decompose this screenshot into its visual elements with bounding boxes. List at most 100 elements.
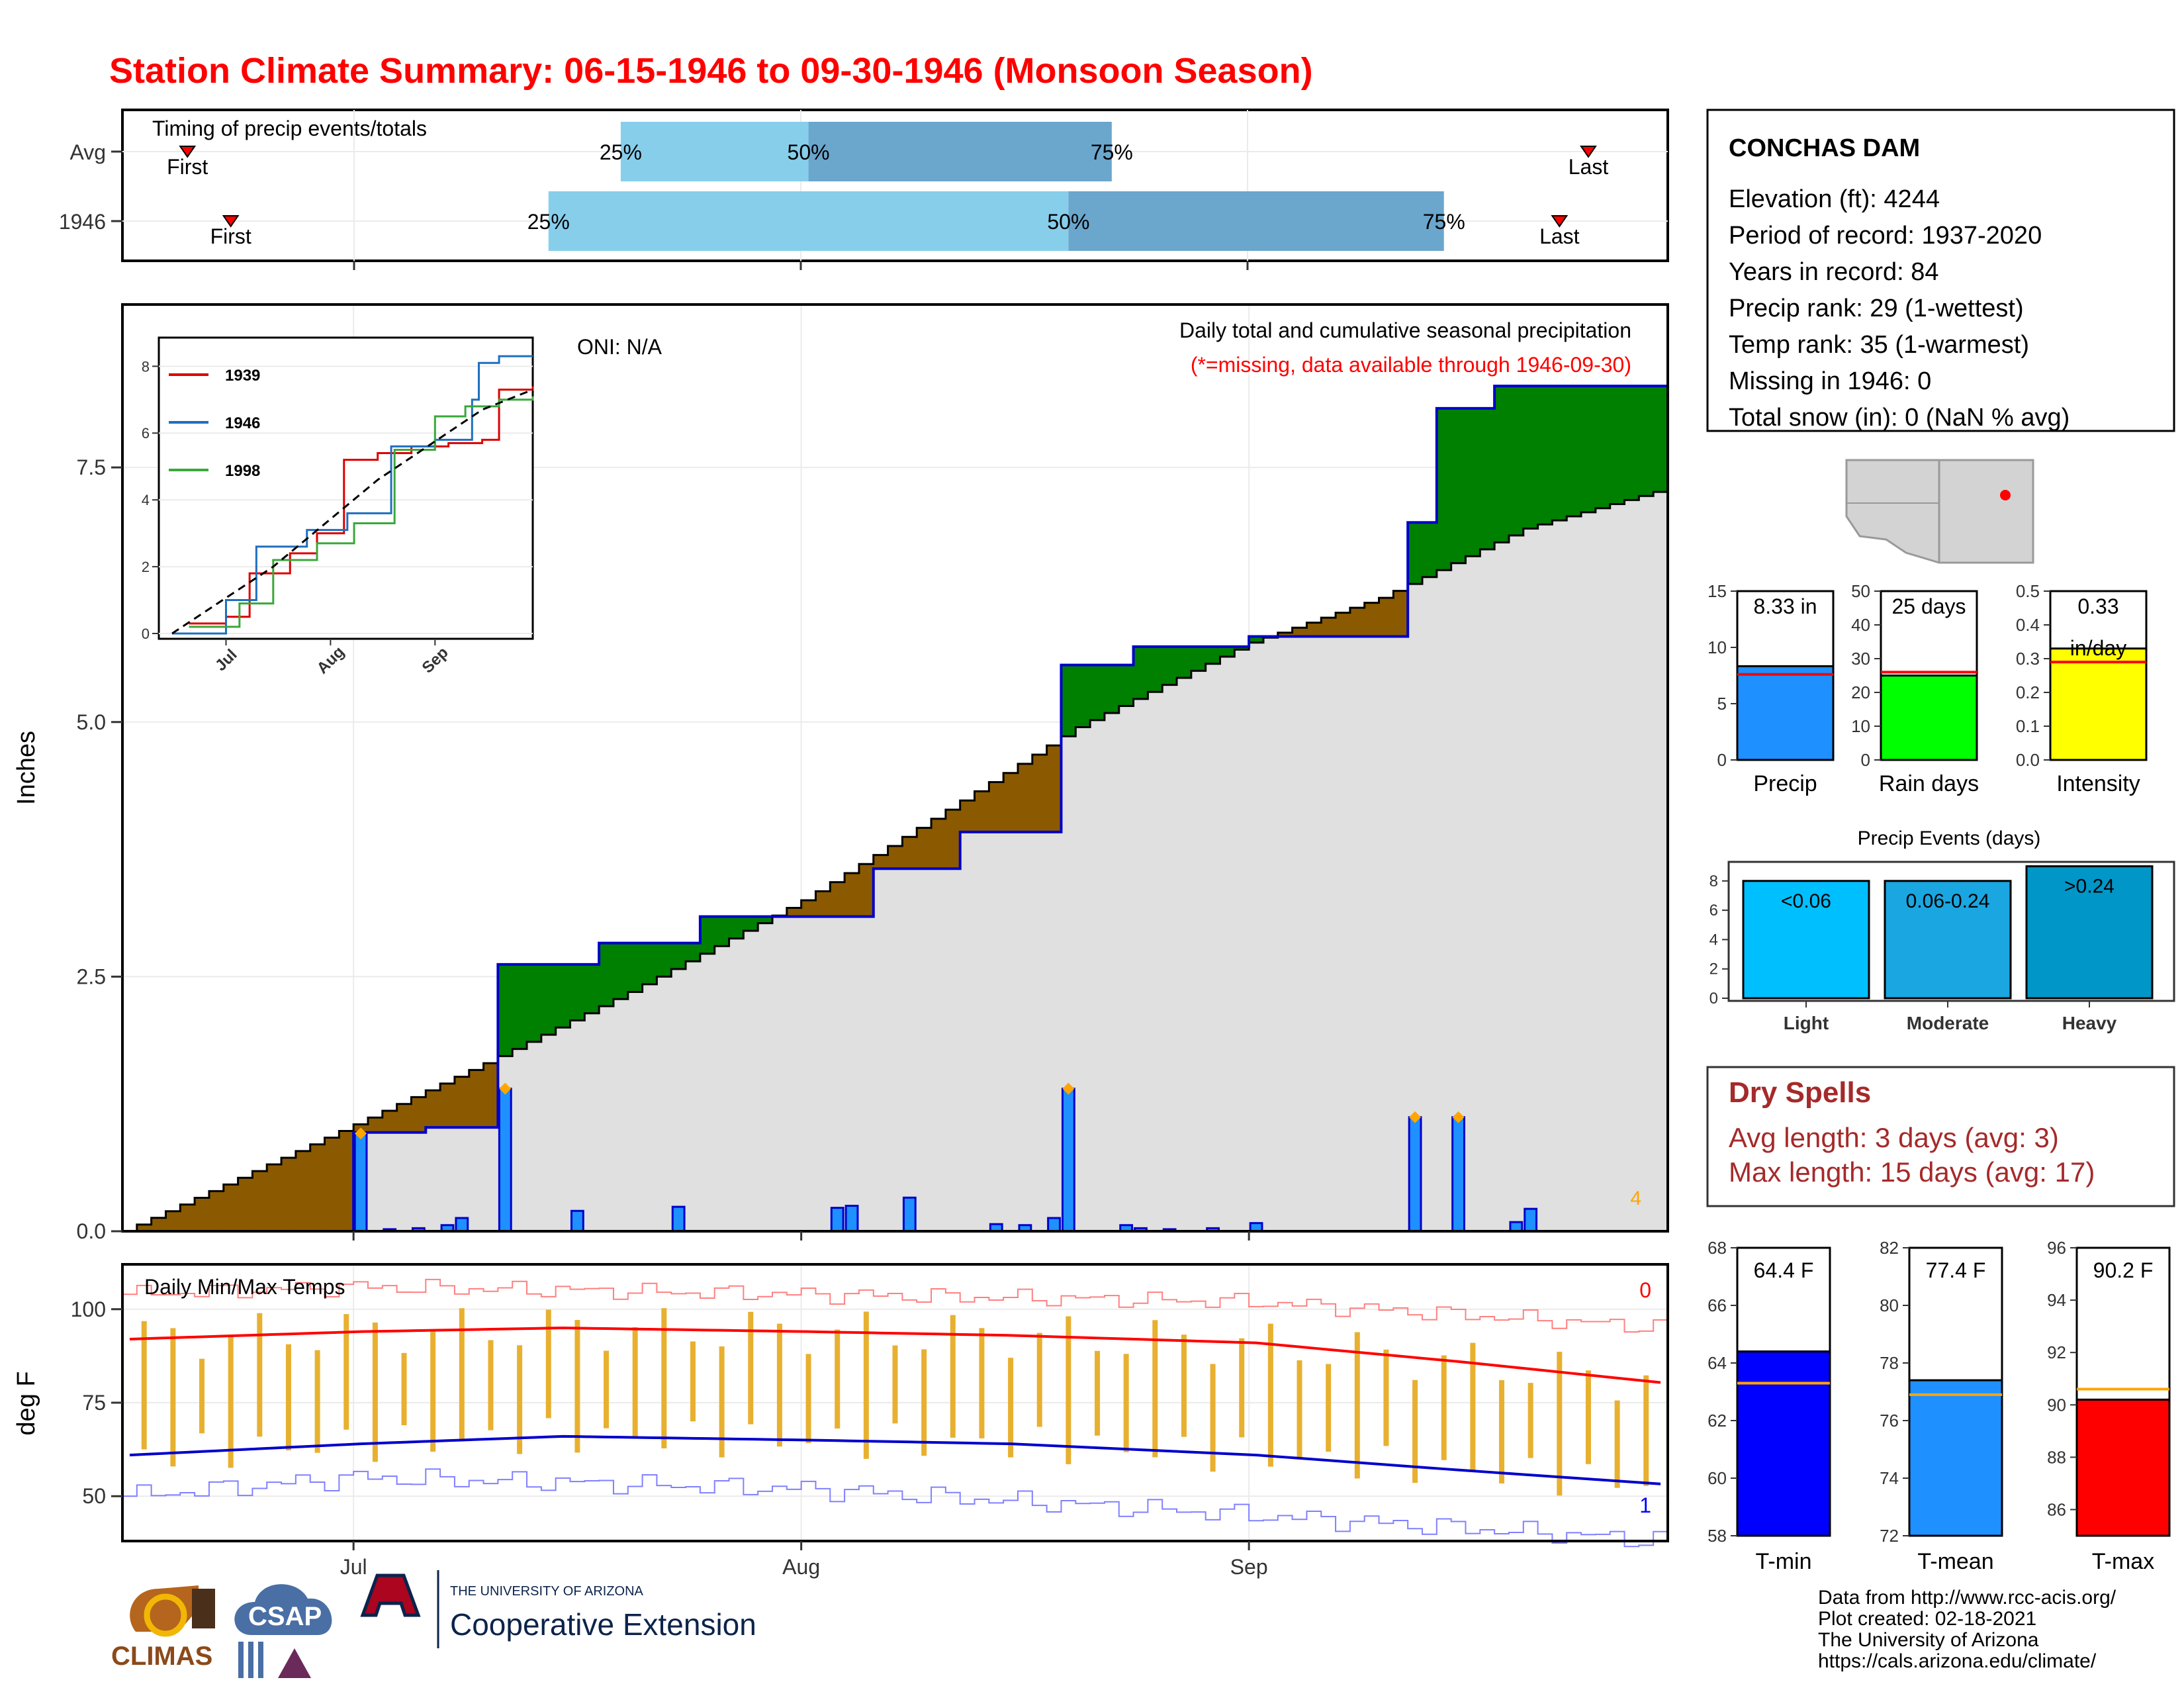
heavy-precip-marker	[499, 1082, 512, 1095]
daily-precip-bar	[455, 1217, 469, 1233]
oni-label: ONI: N/A	[577, 335, 662, 359]
summary-bar-name: Precip	[1753, 771, 1817, 796]
wetter-than-average-area	[527, 964, 542, 1042]
inset-ytick-label: 6	[142, 425, 150, 442]
wetter-than-average-area	[1537, 386, 1553, 525]
wetter-than-average-area	[671, 943, 686, 969]
credit-line: Plot created: 02-18-2021	[1818, 1608, 2036, 1630]
summary-bar-value	[1880, 675, 1978, 761]
wetter-than-average-area	[1436, 408, 1452, 571]
climas-logo: CLIMAS	[111, 1585, 215, 1671]
drier-than-average-area	[902, 837, 917, 869]
drier-than-average-area	[367, 1117, 383, 1133]
drier-than-average-area	[1321, 618, 1336, 637]
wetter-than-average-area	[1422, 522, 1437, 577]
temp-bar-tick-label: 86	[2047, 1499, 2066, 1519]
inset-ytick-label: 4	[142, 492, 150, 508]
timing-row-avg: Avg	[69, 140, 106, 164]
temp-bar-value-label: 77.4 F	[1926, 1258, 1986, 1282]
summary-bar-rain-days: 25 days 0 10 20 30 40 50 Rain days	[1851, 581, 1979, 796]
inset-ytick-label: 8	[142, 358, 150, 375]
drier-than-average-area	[815, 891, 831, 917]
summary-bar-tick-label: 10	[1851, 716, 1870, 736]
drier-than-average-area	[931, 818, 946, 869]
drier-than-average-area	[974, 791, 989, 832]
month-tick-label: Aug	[782, 1555, 820, 1579]
timing-p75-label: 75%	[1091, 140, 1133, 164]
cumulative-precip-1946-line	[122, 385, 1668, 1233]
summary-bar-tick-label: 0	[1717, 750, 1727, 770]
summary-bar-tick-label: 0.1	[2016, 716, 2040, 736]
wetter-than-average-area	[743, 916, 758, 931]
credits: Data from http://www.rcc-acis.org/ Plot …	[1818, 1587, 2116, 1672]
wetter-than-average-area	[1220, 646, 1235, 657]
precip-event-category: Moderate	[1907, 1013, 1989, 1033]
record-min-line	[122, 1468, 1668, 1548]
precip-event-category: Heavy	[2062, 1013, 2117, 1033]
precip-ytick-label: 2.5	[77, 964, 106, 988]
temp-bar-tick-label: 94	[2047, 1290, 2066, 1310]
ua-line1: THE UNIVERSITY OF ARIZONA	[450, 1584, 644, 1599]
drier-than-average-area	[1336, 612, 1351, 637]
wetter-than-average-area	[700, 916, 715, 954]
dry-spells-max: Max length: 15 days (avg: 17)	[1729, 1156, 2095, 1188]
temp-bar-tick-label: 80	[1880, 1295, 1899, 1315]
temp-summary-bar-t-min: 64.4 F 58 60 62 64 66 68 T-min	[1707, 1238, 1831, 1574]
wetter-than-average-area	[1480, 408, 1495, 549]
wetter-than-average-area	[1624, 386, 1639, 500]
station-name: CONCHAS DAM	[1729, 134, 1920, 162]
drier-than-average-area	[469, 1070, 484, 1128]
daily-precip-bar	[1408, 1116, 1422, 1233]
precip-ytick-label: 7.5	[77, 455, 106, 479]
temp-ytick-label: 50	[82, 1484, 106, 1508]
summary-bar-tick-label: 10	[1707, 637, 1727, 657]
inset-legend-label: 1998	[225, 462, 260, 480]
wetter-than-average-area	[729, 916, 744, 939]
wetter-than-average-area	[555, 964, 571, 1028]
csap-logo: CSAP	[234, 1584, 332, 1678]
wetter-than-average-area	[1090, 665, 1105, 720]
summary-bar-tick-label: 0.0	[2016, 750, 2040, 770]
precip-events-chart: Precip Events (days) 0 2 4 6 8 <0.06 Light 0.06…	[1709, 827, 2175, 1033]
inset-legend-label: 1946	[225, 414, 260, 432]
daily-precip-bar	[830, 1207, 844, 1233]
events-ytick-label: 2	[1709, 961, 1718, 978]
last-event-label: Last	[1539, 224, 1580, 248]
timing-bar-25-50	[620, 122, 809, 181]
wetter-than-average-area	[657, 943, 672, 977]
daily-precip-bar	[1524, 1207, 1538, 1233]
temp-ylabel: deg F	[13, 1371, 40, 1435]
credit-line: The University of Arizona	[1818, 1629, 2039, 1651]
drier-than-average-area	[989, 782, 1004, 832]
temp-bar-tick-label: 76	[1880, 1411, 1899, 1430]
station-snow: Total snow (in): 0 (NaN % avg)	[1729, 404, 2070, 432]
temp-bar-tick-label: 58	[1707, 1526, 1727, 1546]
temp-bar-value	[1736, 1350, 1831, 1537]
drier-than-average-area	[1306, 622, 1322, 637]
daily-precip-bar	[1047, 1217, 1061, 1233]
temp-ytick-label: 100	[71, 1297, 106, 1321]
summary-bar-tick-label: 0.5	[2016, 581, 2040, 601]
drier-than-average-area	[858, 864, 874, 917]
precip-event-bar	[1742, 880, 1870, 1000]
drier-than-average-area	[1017, 763, 1033, 832]
wetter-than-average-area	[1465, 408, 1480, 557]
wetter-than-average-area	[584, 964, 600, 1013]
wetter-than-average-area	[1234, 646, 1250, 650]
temp-bar-tick-label: 66	[1707, 1295, 1727, 1315]
precip-ylabel: Inches	[13, 731, 40, 805]
temp-label: Daily Min/Max Temps	[144, 1275, 345, 1299]
precip-event-bar-label: >0.24	[2064, 876, 2115, 898]
daily-precip-bar	[902, 1196, 917, 1233]
drier-than-average-area	[1393, 590, 1408, 637]
summary-bar-tick-label: 0.2	[2016, 682, 2040, 702]
events-ytick-label: 8	[1709, 872, 1718, 890]
drier-than-average-area	[208, 1191, 224, 1231]
daily-precip-bar	[353, 1132, 368, 1233]
wetter-than-average-area	[714, 916, 730, 947]
temp-bar-tick-label: 68	[1707, 1238, 1727, 1258]
drier-than-average-area	[136, 1224, 152, 1231]
heavy-precip-marker	[1062, 1082, 1075, 1095]
timing-p25-label: 25%	[600, 140, 642, 164]
